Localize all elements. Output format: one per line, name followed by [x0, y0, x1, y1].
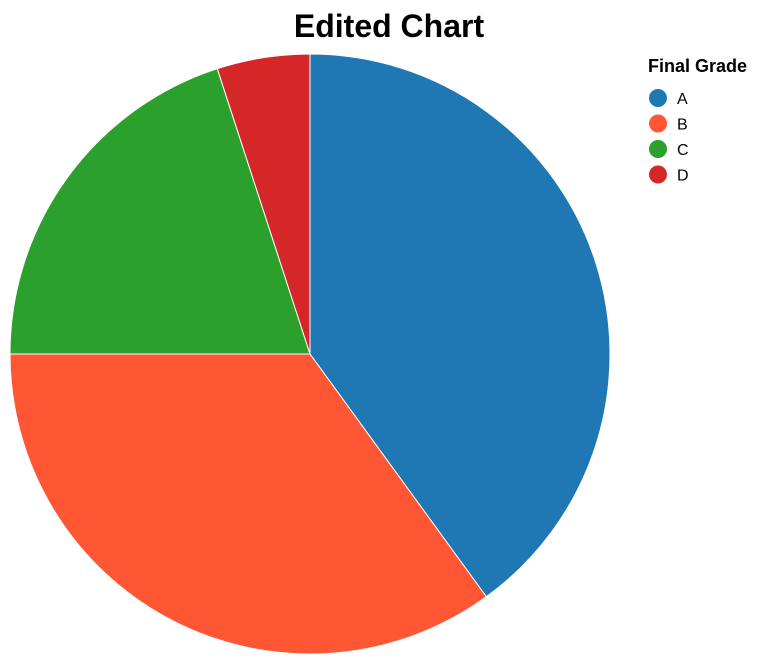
legend-label-a: A [677, 91, 688, 108]
legend-swatch-b [649, 114, 667, 133]
legend-item-a[interactable]: A [649, 89, 688, 108]
legend-swatch-a [649, 89, 667, 107]
legend-label-b: B [677, 117, 688, 134]
pie-slice-b[interactable] [9, 353, 488, 655]
legend-item-c[interactable]: C [649, 140, 689, 159]
pie-slice-a[interactable] [309, 53, 611, 598]
pie-slice-d[interactable] [216, 53, 311, 355]
pie-slices [9, 53, 611, 655]
legend-item-b[interactable]: B [649, 114, 688, 134]
legend-item-d[interactable]: D [649, 165, 689, 185]
chart-title: Edited Chart [294, 8, 485, 44]
legend-swatch-d [649, 165, 667, 184]
legend-title: Final Grade [648, 56, 747, 76]
legend-label-c: C [677, 142, 689, 159]
legend-swatch-c [649, 140, 667, 158]
pie-slice-c[interactable] [9, 68, 311, 355]
legend-label-d: D [677, 168, 689, 185]
